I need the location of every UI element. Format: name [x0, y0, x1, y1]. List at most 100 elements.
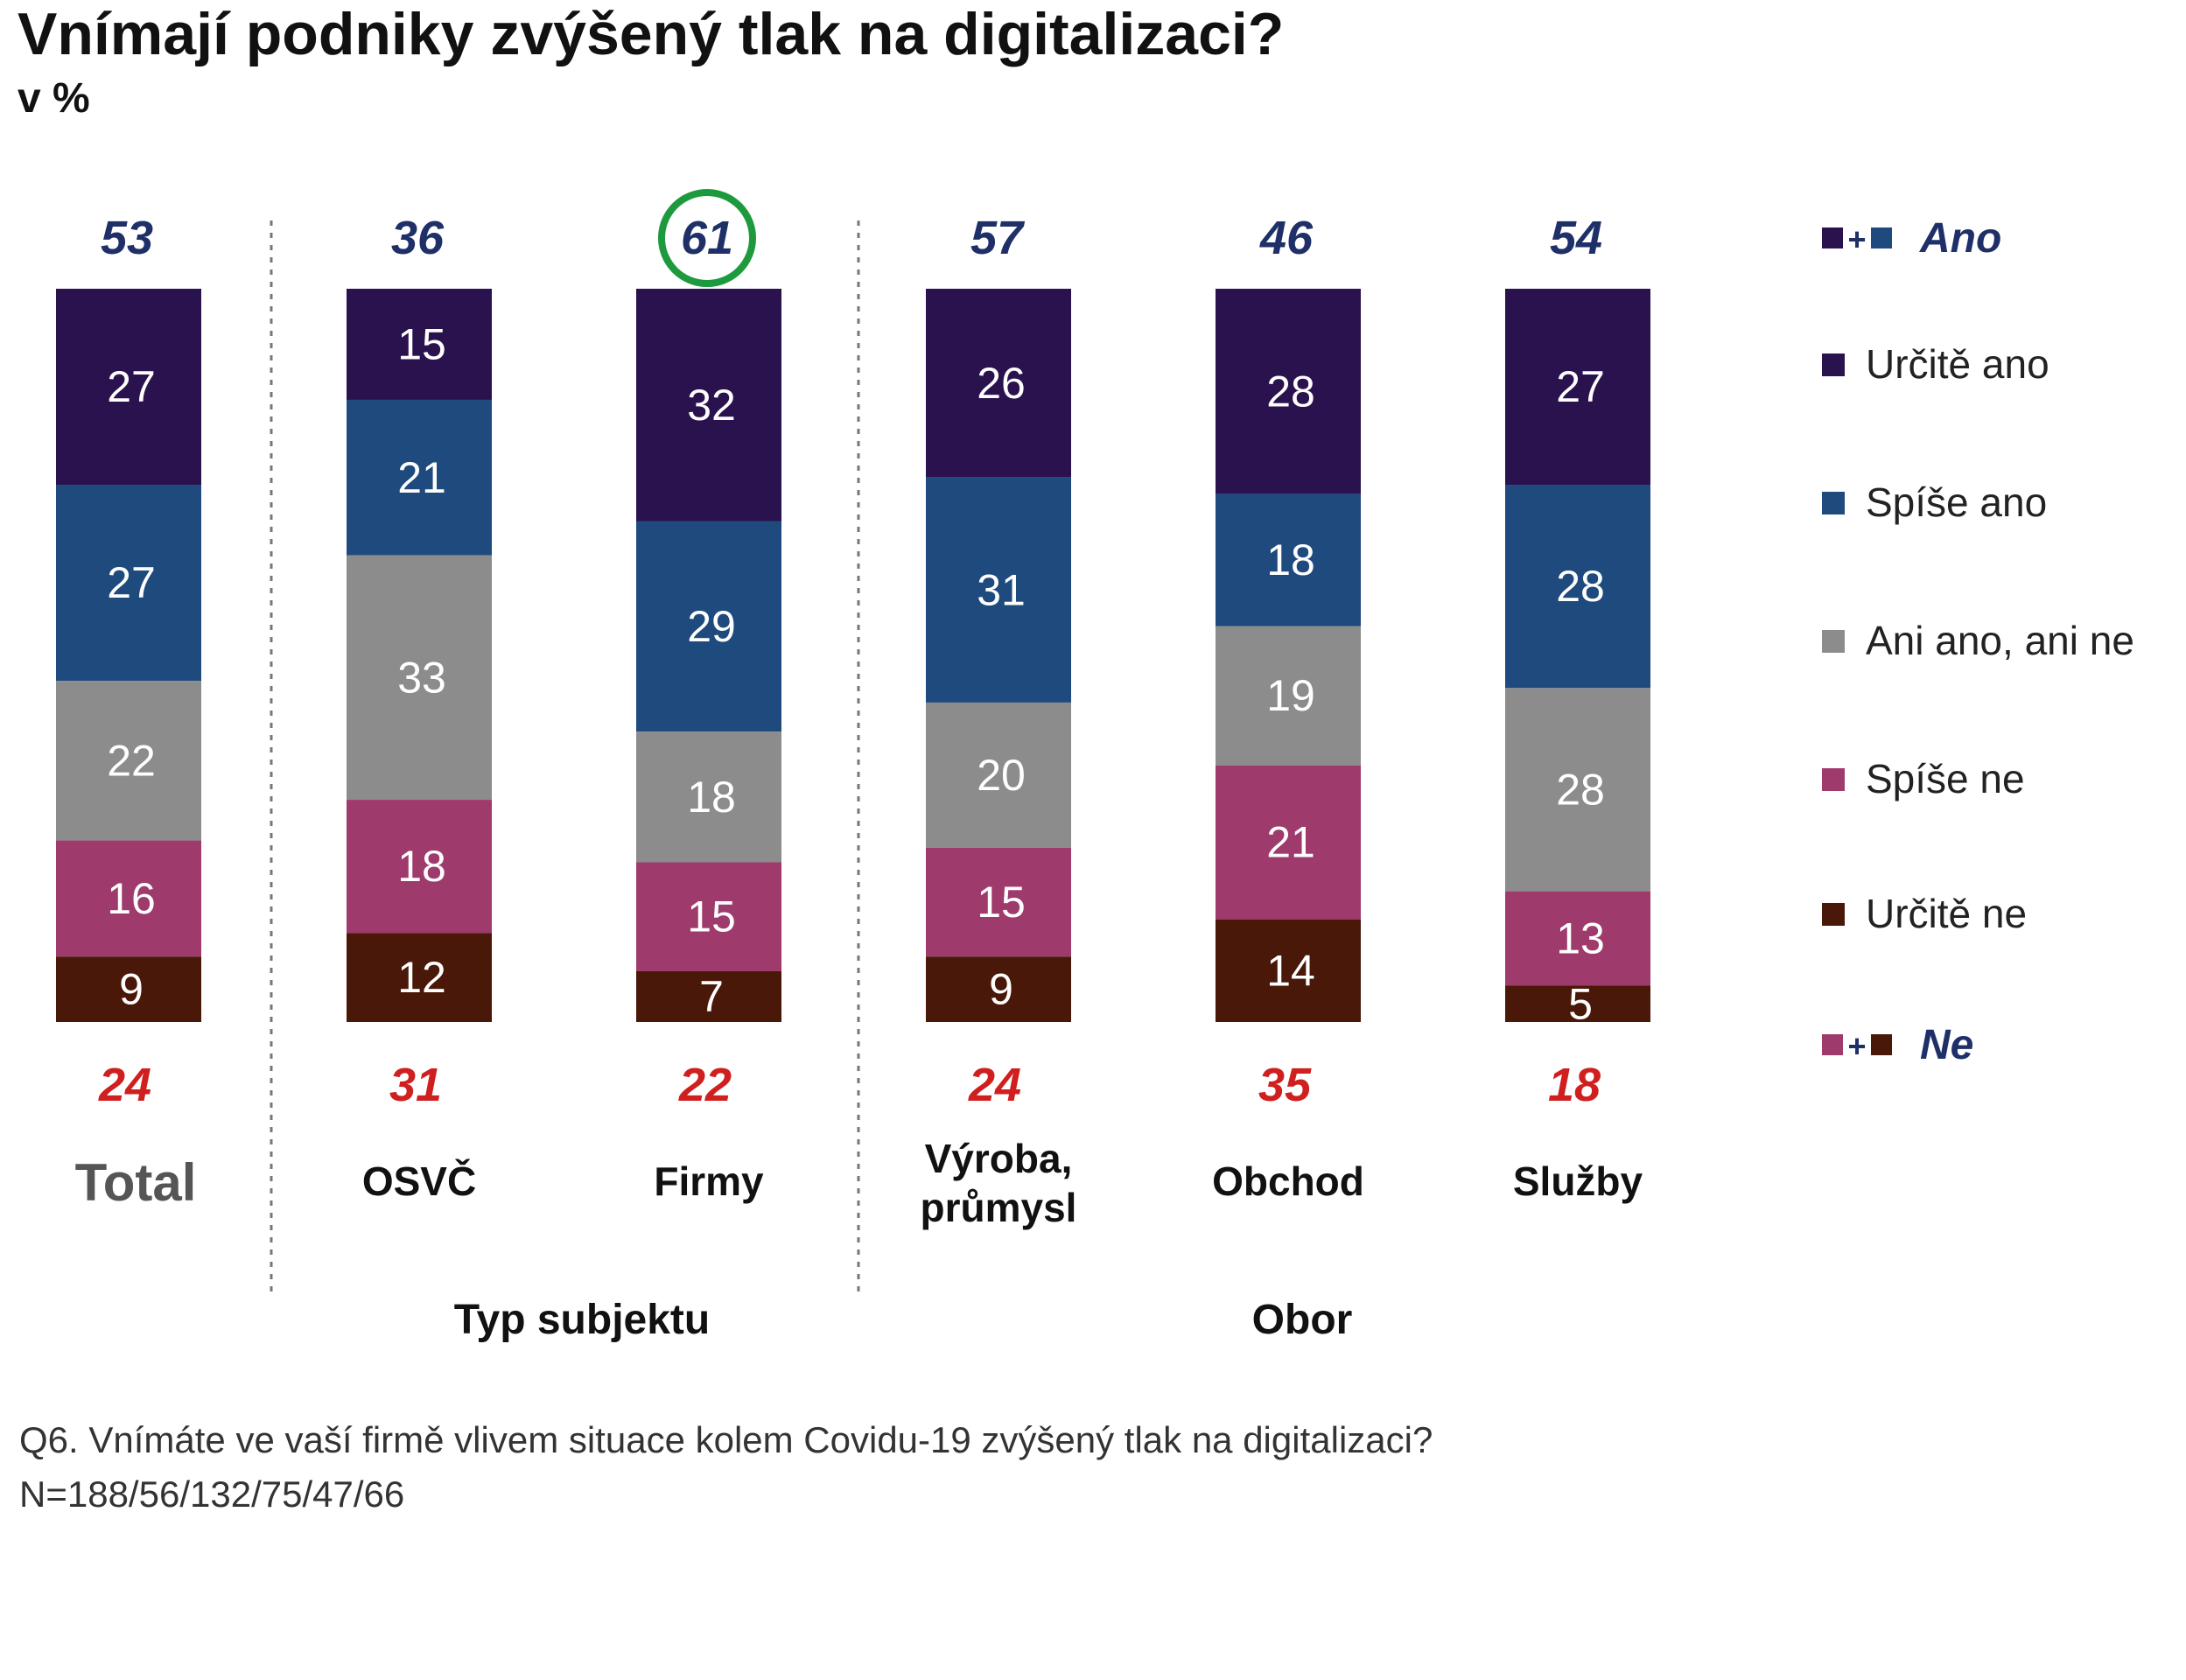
bar-label-obchod-urcite-ano: 28	[1266, 367, 1315, 416]
bar-total-spise-ne	[56, 840, 201, 957]
bar-obchod-urcite-ano	[1216, 289, 1361, 494]
bar-label-vyroba-prumysl-ani-ano-ani-ne: 20	[977, 751, 1026, 800]
bar-label-obchod-ani-ano-ani-ne: 19	[1266, 671, 1315, 720]
legend-ano-plus: +	[1847, 221, 1866, 257]
bar-sluzby-spise-ano	[1505, 485, 1650, 689]
legend-label-urcite-ano: Určitě ano	[1866, 341, 2049, 387]
group-label-obor: Obor	[1252, 1297, 1353, 1343]
bar-firmy-urcite-ano	[636, 289, 781, 522]
top-total-firmy: 61	[681, 212, 733, 264]
bar-label-firmy-spise-ano: 29	[687, 602, 736, 651]
bar-firmy-ani-ano-ani-ne	[636, 732, 781, 863]
legend-ne-plus: +	[1847, 1028, 1866, 1064]
bar-label-osvc-spise-ne: 18	[397, 842, 446, 891]
bar-label-firmy-ani-ano-ani-ne: 18	[687, 773, 736, 822]
bar-osvc-spise-ano	[347, 399, 492, 556]
legend-ano-label: Ano	[1919, 215, 2001, 262]
bar-vyroba-prumysl-ani-ano-ani-ne	[926, 702, 1071, 848]
bar-label-total-spise-ne: 16	[107, 874, 156, 923]
legend: + Ano Určitě ano Spíše ano Ani ano, ani ne Sp…	[1822, 215, 2134, 1068]
bar-vyroba-prumysl-spise-ne	[926, 847, 1071, 957]
bar-firmy-spise-ne	[636, 862, 781, 971]
legend-label-spise-ano: Spíše ano	[1866, 480, 2047, 525]
category-label-vyroba-prumysl: Výroba, průmysl	[921, 1136, 1077, 1230]
bar-sluzby-spise-ne	[1505, 891, 1650, 986]
chart-subtitle: v %	[18, 75, 90, 122]
category-label-sluzby: Služby	[1513, 1158, 1643, 1204]
category-label-obchod: Obchod	[1212, 1158, 1364, 1204]
legend-swatch-spise-ano	[1822, 492, 1845, 514]
bar-label-firmy-urcite-ano: 32	[687, 381, 736, 430]
bar-total-ani-ano-ani-ne	[56, 681, 201, 841]
bottom-total-sluzby: 18	[1548, 1059, 1601, 1111]
bar-sluzby-urcite-ne	[1505, 985, 1650, 1022]
legend-swatch-urcite-ano	[1822, 354, 1845, 376]
footnote-question: Q6. Vnímáte ve vaší firmě vlivem situace…	[19, 1419, 1433, 1460]
top-total-sluzby: 54	[1550, 212, 1602, 264]
category-label-firmy: Firmy	[654, 1158, 764, 1204]
top-total-total: 53	[101, 212, 153, 264]
bar-label-osvc-spise-ano: 21	[397, 453, 446, 502]
bar-total-urcite-ne	[56, 956, 201, 1022]
bar-obchod-spise-ano	[1216, 494, 1361, 626]
bar-label-osvc-urcite-ne: 12	[397, 953, 446, 1002]
legend-ano-swatch-a	[1822, 228, 1843, 248]
bars-layer	[56, 289, 1650, 1022]
bar-label-firmy-urcite-ne: 7	[699, 972, 724, 1021]
bar-label-vyroba-prumysl-urcite-ne: 9	[989, 965, 1013, 1014]
bottom-total-osvc: 31	[389, 1059, 442, 1111]
bar-osvc-ani-ano-ani-ne	[347, 555, 492, 801]
bar-label-sluzby-spise-ano: 28	[1556, 562, 1605, 611]
chart-title: Vnímají podniky zvýšený tlak na digitali…	[18, 1, 1284, 67]
bar-label-sluzby-urcite-ne: 5	[1568, 979, 1593, 1028]
legend-label-ani-ano-ani-ne: Ani ano, ani ne	[1866, 618, 2134, 663]
top-total-osvc: 36	[391, 212, 445, 264]
bar-obchod-ani-ano-ani-ne	[1216, 626, 1361, 766]
legend-swatch-spise-ne	[1822, 768, 1845, 791]
bar-firmy-spise-ano	[636, 521, 781, 732]
bar-label-total-urcite-ne: 9	[119, 965, 144, 1014]
bar-label-sluzby-ani-ano-ani-ne: 28	[1556, 765, 1605, 814]
bar-label-firmy-spise-ne: 15	[687, 892, 736, 942]
bar-label-vyroba-prumysl-spise-ano: 31	[977, 565, 1026, 614]
bar-label-sluzby-spise-ne: 13	[1556, 914, 1605, 963]
category-label-osvc: OSVČ	[362, 1158, 476, 1204]
bar-osvc-urcite-ano	[347, 289, 492, 400]
bar-label-total-ani-ano-ani-ne: 22	[107, 736, 156, 785]
bar-firmy-urcite-ne	[636, 970, 781, 1022]
footnote-sample: N=188/56/132/75/47/66	[19, 1474, 404, 1515]
bar-label-obchod-urcite-ne: 14	[1266, 946, 1315, 995]
bar-label-vyroba-prumysl-spise-ne: 15	[977, 878, 1026, 927]
labels-layer: 27 27 22 16 9 53 24 Total 15 21 33 18 12 36 31 OSVČ 32 29…	[75, 189, 1643, 1343]
top-total-obchod: 46	[1259, 212, 1314, 264]
bar-label-total-spise-ano: 27	[107, 558, 156, 607]
top-total-vyroba-prumysl: 57	[970, 212, 1026, 264]
bar-sluzby-urcite-ano	[1505, 289, 1650, 486]
bar-osvc-spise-ne	[347, 800, 492, 934]
legend-swatch-urcite-ne	[1822, 903, 1845, 926]
bottom-total-total: 24	[98, 1059, 151, 1111]
legend-label-spise-ne: Spíše ne	[1866, 756, 2025, 802]
legend-ne-label: Ne	[1920, 1022, 1973, 1068]
bar-sluzby-ani-ano-ani-ne	[1505, 688, 1650, 892]
bottom-total-vyroba-prumysl: 24	[968, 1059, 1021, 1111]
bottom-total-obchod: 35	[1258, 1059, 1312, 1111]
legend-ne-swatch-a	[1822, 1034, 1843, 1055]
bar-label-total-urcite-ano: 27	[107, 362, 156, 411]
bar-vyroba-prumysl-urcite-ano	[926, 289, 1071, 478]
bar-label-osvc-urcite-ano: 15	[397, 319, 446, 368]
bar-total-urcite-ano	[56, 289, 201, 486]
bar-vyroba-prumysl-urcite-ne	[926, 956, 1071, 1022]
bar-obchod-spise-ne	[1216, 765, 1361, 920]
highlight-circle	[658, 189, 756, 287]
bar-label-obchod-spise-ano: 18	[1266, 536, 1315, 584]
bar-obchod-urcite-ne	[1216, 919, 1361, 1022]
bar-total-spise-ano	[56, 485, 201, 682]
bar-osvc-urcite-ne	[347, 933, 492, 1022]
category-label-total: Total	[75, 1153, 197, 1212]
bar-vyroba-prumysl-spise-ano	[926, 477, 1071, 703]
group-label-typ-subjektu: Typ subjektu	[454, 1297, 710, 1343]
bar-label-sluzby-urcite-ano: 27	[1556, 362, 1605, 411]
legend-ne-swatch-b	[1871, 1034, 1892, 1055]
